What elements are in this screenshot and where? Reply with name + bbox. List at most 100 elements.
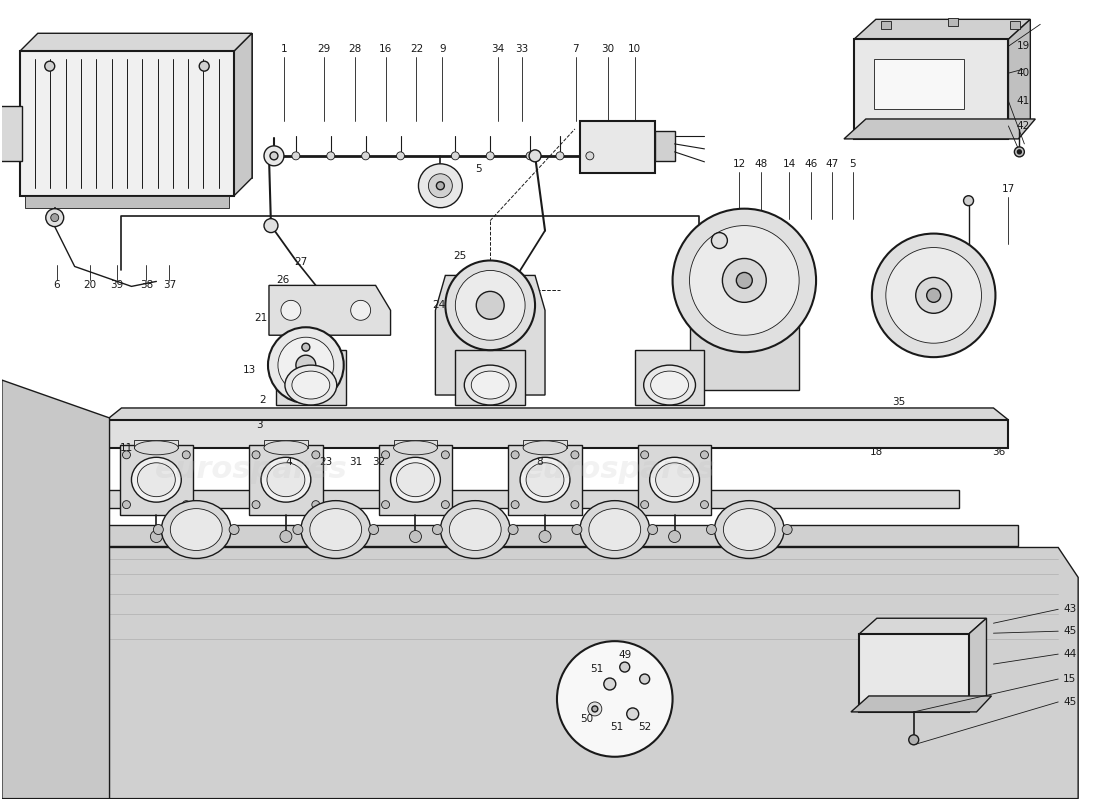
Ellipse shape xyxy=(588,509,640,550)
Ellipse shape xyxy=(650,458,700,502)
Bar xyxy=(25,196,229,208)
Circle shape xyxy=(701,451,708,458)
Circle shape xyxy=(153,525,163,534)
Text: 50: 50 xyxy=(581,714,593,724)
Circle shape xyxy=(572,525,582,534)
Polygon shape xyxy=(37,34,252,178)
Ellipse shape xyxy=(714,501,784,558)
Text: 34: 34 xyxy=(492,44,505,54)
Ellipse shape xyxy=(134,441,178,455)
Circle shape xyxy=(648,525,658,534)
Circle shape xyxy=(409,530,421,542)
Circle shape xyxy=(587,702,602,716)
Text: 1: 1 xyxy=(280,44,287,54)
Text: 6: 6 xyxy=(54,280,60,290)
Circle shape xyxy=(571,501,579,509)
Polygon shape xyxy=(508,445,582,514)
Circle shape xyxy=(640,674,650,684)
Bar xyxy=(134,440,178,448)
Polygon shape xyxy=(270,286,390,335)
Circle shape xyxy=(327,152,334,160)
Polygon shape xyxy=(32,547,1078,798)
Circle shape xyxy=(557,641,672,757)
Circle shape xyxy=(782,525,792,534)
Circle shape xyxy=(382,451,389,458)
Circle shape xyxy=(351,300,371,320)
Ellipse shape xyxy=(310,509,362,550)
Text: eurospares: eurospares xyxy=(524,455,716,484)
Circle shape xyxy=(122,501,131,509)
Text: 48: 48 xyxy=(755,159,768,169)
Text: 7: 7 xyxy=(573,44,580,54)
Circle shape xyxy=(45,61,55,71)
Text: 24: 24 xyxy=(432,300,446,310)
Circle shape xyxy=(396,152,405,160)
Ellipse shape xyxy=(267,462,305,497)
Circle shape xyxy=(311,451,320,458)
Circle shape xyxy=(264,218,278,233)
Bar xyxy=(635,350,704,405)
Circle shape xyxy=(455,270,525,340)
Bar xyxy=(873,59,964,109)
Text: 10: 10 xyxy=(628,44,641,54)
Circle shape xyxy=(640,451,649,458)
Text: 42: 42 xyxy=(1016,121,1030,131)
Bar xyxy=(580,121,654,173)
Circle shape xyxy=(296,355,316,375)
Text: 33: 33 xyxy=(516,44,529,54)
Ellipse shape xyxy=(292,371,330,399)
Text: 51: 51 xyxy=(591,664,604,674)
Polygon shape xyxy=(378,445,452,514)
Text: 47: 47 xyxy=(825,159,838,169)
Circle shape xyxy=(301,343,310,351)
Circle shape xyxy=(264,146,284,166)
Text: 26: 26 xyxy=(276,275,289,286)
Polygon shape xyxy=(234,34,252,196)
Ellipse shape xyxy=(138,462,175,497)
Circle shape xyxy=(441,451,450,458)
Ellipse shape xyxy=(390,458,440,502)
Bar xyxy=(524,440,567,448)
Polygon shape xyxy=(690,320,799,390)
Ellipse shape xyxy=(301,501,371,558)
Circle shape xyxy=(270,152,278,160)
Circle shape xyxy=(122,451,131,458)
Text: 32: 32 xyxy=(372,457,385,466)
Text: 20: 20 xyxy=(82,280,96,290)
Circle shape xyxy=(428,174,452,198)
Text: 49: 49 xyxy=(618,650,631,660)
Circle shape xyxy=(280,300,301,320)
Circle shape xyxy=(640,501,649,509)
Circle shape xyxy=(512,451,519,458)
Circle shape xyxy=(512,501,519,509)
Ellipse shape xyxy=(170,509,222,550)
Text: 45: 45 xyxy=(1064,626,1077,636)
Circle shape xyxy=(723,258,767,302)
Circle shape xyxy=(446,261,535,350)
Polygon shape xyxy=(851,696,991,712)
Bar xyxy=(654,131,674,161)
Polygon shape xyxy=(854,19,1031,39)
Ellipse shape xyxy=(285,365,337,405)
Text: 3: 3 xyxy=(255,420,262,430)
Bar xyxy=(107,490,958,508)
Polygon shape xyxy=(638,445,712,514)
Polygon shape xyxy=(859,618,987,634)
Text: 4: 4 xyxy=(286,457,293,466)
Text: 25: 25 xyxy=(453,250,466,261)
Text: 43: 43 xyxy=(1064,604,1077,614)
Circle shape xyxy=(432,525,442,534)
Polygon shape xyxy=(436,275,544,395)
Text: eurospares: eurospares xyxy=(155,455,348,484)
Bar xyxy=(97,525,1019,546)
Text: 27: 27 xyxy=(294,258,308,267)
Circle shape xyxy=(539,530,551,542)
Circle shape xyxy=(293,525,303,534)
Circle shape xyxy=(915,278,952,314)
Circle shape xyxy=(872,234,996,357)
Bar xyxy=(859,634,968,712)
Bar xyxy=(264,440,308,448)
Text: 31: 31 xyxy=(349,457,362,466)
Bar xyxy=(0,106,22,161)
Circle shape xyxy=(712,233,727,249)
